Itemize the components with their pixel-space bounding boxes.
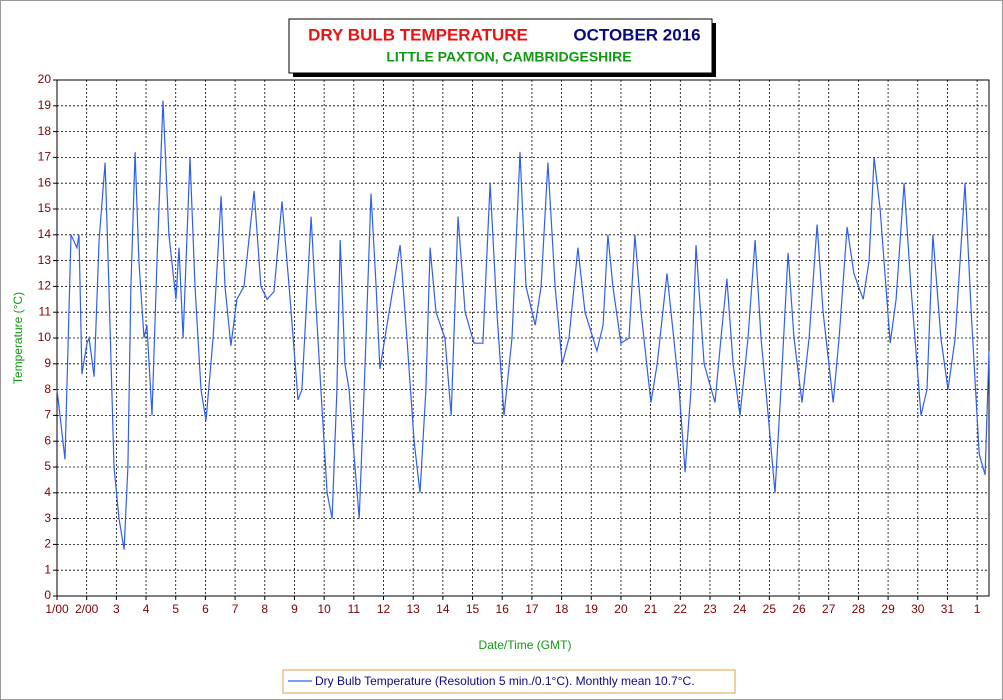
x-tick-label: 2/00 bbox=[75, 602, 99, 616]
y-tick-label: 17 bbox=[38, 150, 52, 164]
x-tick-label: 27 bbox=[822, 602, 836, 616]
y-axis-label: Temperature (°C) bbox=[11, 292, 25, 384]
y-tick-label: 12 bbox=[38, 279, 52, 293]
y-tick-label: 19 bbox=[38, 98, 52, 112]
x-tick-label: 18 bbox=[555, 602, 569, 616]
x-tick-label: 12 bbox=[377, 602, 391, 616]
x-tick-label: 5 bbox=[172, 602, 179, 616]
x-tick-label: 1/00 bbox=[45, 602, 69, 616]
y-tick-label: 2 bbox=[44, 537, 51, 551]
y-tick-label: 3 bbox=[44, 511, 51, 525]
x-tick-label: 4 bbox=[143, 602, 150, 616]
x-tick-label: 1 bbox=[974, 602, 981, 616]
y-tick-label: 8 bbox=[44, 382, 51, 396]
x-tick-label: 6 bbox=[202, 602, 209, 616]
x-tick-label: 26 bbox=[792, 602, 806, 616]
y-tick-label: 11 bbox=[39, 304, 52, 318]
x-tick-label: 14 bbox=[436, 602, 450, 616]
data-line bbox=[56, 100, 990, 550]
x-tick-label: 3 bbox=[113, 602, 120, 616]
y-tick-label: 5 bbox=[44, 459, 51, 473]
x-tick-label: 9 bbox=[291, 602, 298, 616]
y-tick-label: 10 bbox=[38, 330, 52, 344]
x-tick-label: 17 bbox=[525, 602, 539, 616]
x-tick-label: 8 bbox=[261, 602, 268, 616]
y-tick-label: 20 bbox=[38, 72, 52, 86]
legend-label: Dry Bulb Temperature (Resolution 5 min./… bbox=[315, 674, 695, 688]
x-tick-label: 25 bbox=[763, 602, 777, 616]
x-tick-label: 22 bbox=[674, 602, 688, 616]
chart-title-period: OCTOBER 2016 bbox=[573, 25, 700, 44]
title-box bbox=[288, 18, 713, 74]
chart-title: DRY BULB TEMPERATURE bbox=[308, 25, 528, 44]
y-tick-label: 1 bbox=[44, 562, 51, 576]
x-tick-label: 28 bbox=[852, 602, 866, 616]
x-tick-label: 7 bbox=[232, 602, 239, 616]
x-tick-label: 24 bbox=[733, 602, 747, 616]
x-tick-label: 29 bbox=[881, 602, 895, 616]
y-tick-label: 16 bbox=[38, 175, 52, 189]
x-tick-label: 16 bbox=[496, 602, 510, 616]
x-tick-label: 11 bbox=[348, 602, 361, 616]
x-tick-label: 19 bbox=[585, 602, 599, 616]
y-tick-label: 4 bbox=[44, 485, 51, 499]
y-tick-label: 13 bbox=[38, 253, 52, 267]
x-tick-label: 20 bbox=[614, 602, 628, 616]
plot-border bbox=[56, 79, 990, 597]
y-tick-label: 18 bbox=[38, 124, 52, 138]
y-tick-label: 7 bbox=[44, 408, 51, 422]
x-tick-label: 15 bbox=[466, 602, 480, 616]
x-tick-label: 30 bbox=[911, 602, 925, 616]
x-axis-label: Date/Time (GMT) bbox=[479, 638, 572, 652]
x-tick-label: 23 bbox=[703, 602, 717, 616]
y-tick-label: 15 bbox=[38, 201, 52, 215]
x-tick-label: 21 bbox=[644, 602, 658, 616]
y-tick-label: 6 bbox=[44, 433, 51, 447]
x-tick-label: 31 bbox=[941, 602, 955, 616]
x-tick-label: 10 bbox=[317, 602, 331, 616]
y-tick-label: 9 bbox=[44, 356, 51, 370]
legend bbox=[282, 669, 736, 694]
chart-subtitle: LITTLE PAXTON, CAMBRIDGESHIRE bbox=[386, 49, 631, 65]
y-tick-label: 14 bbox=[38, 227, 52, 241]
x-tick-label: 13 bbox=[406, 602, 420, 616]
y-tick-label: 0 bbox=[44, 588, 51, 602]
